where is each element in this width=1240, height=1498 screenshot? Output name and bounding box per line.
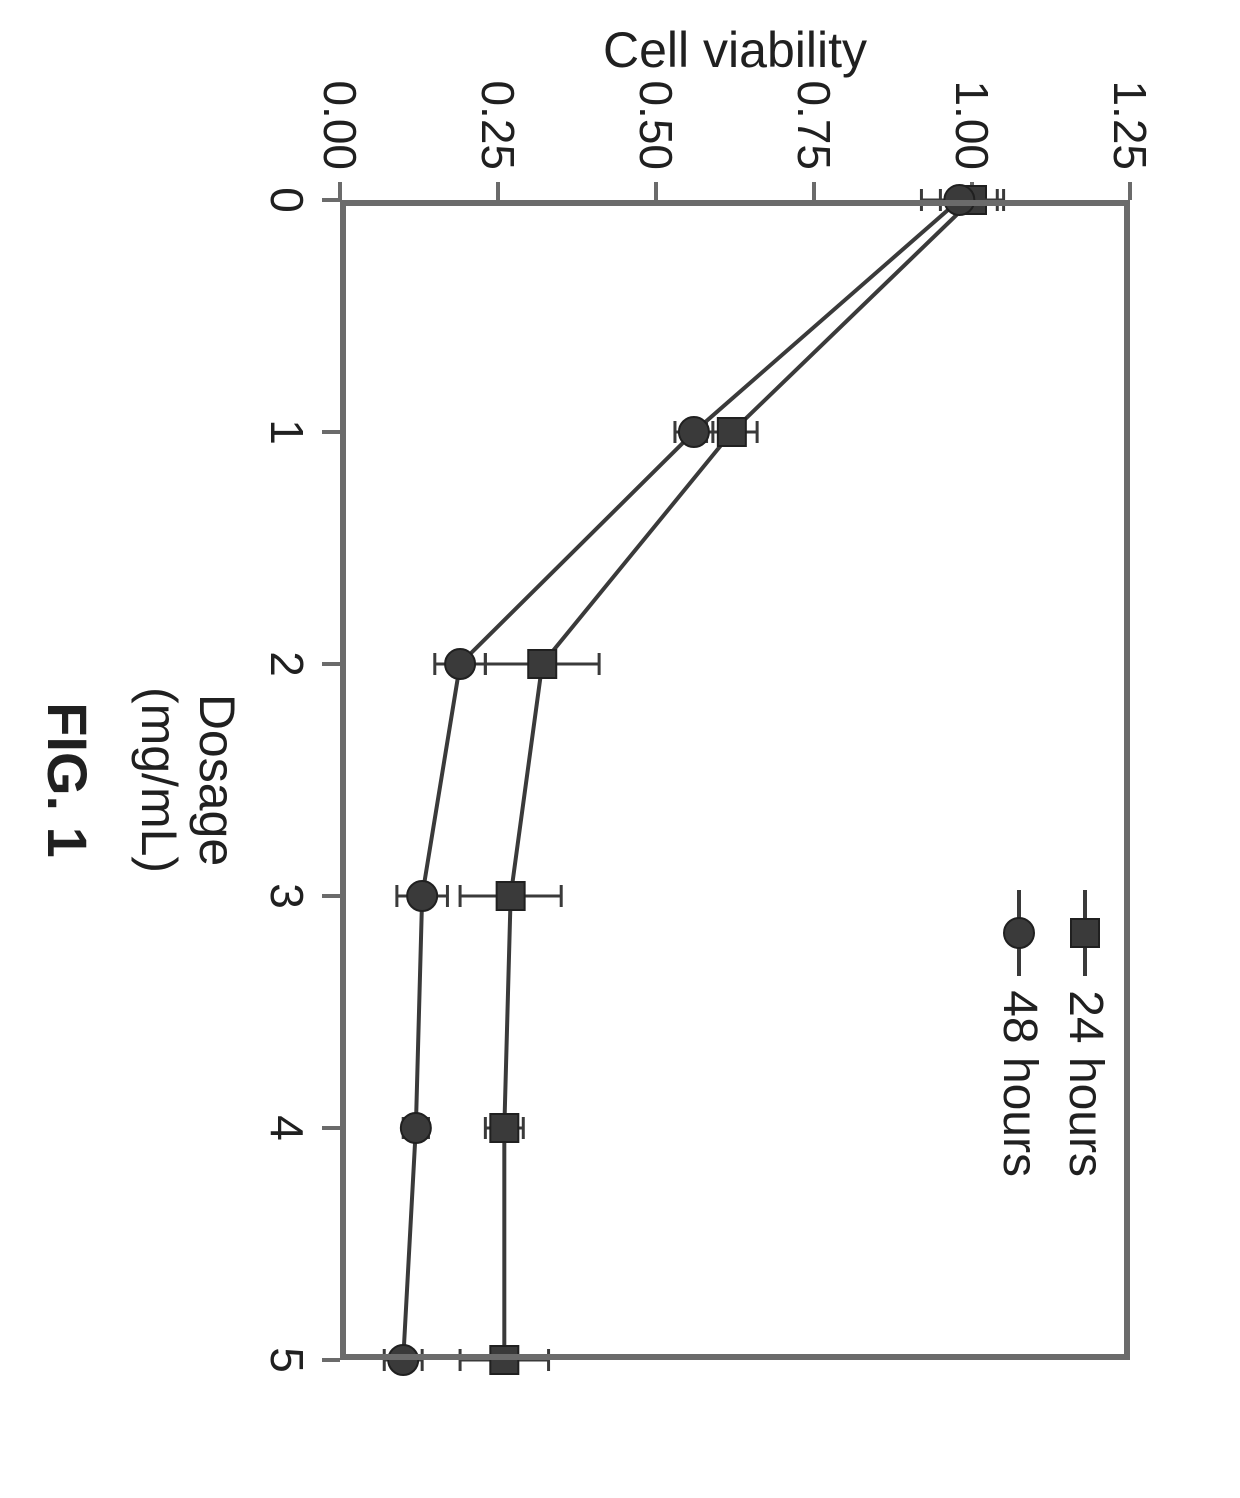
y-tick-label: 0.25 xyxy=(471,80,525,170)
x-tick-label: 0 xyxy=(260,187,314,213)
x-tick-label: 4 xyxy=(260,1115,314,1141)
x-axis-label-line1: Dosage xyxy=(188,694,246,866)
y-tick-label: 1.25 xyxy=(1103,80,1157,170)
x-tick-label: 1 xyxy=(260,419,314,445)
figure-caption: FIG. 1 xyxy=(35,702,100,858)
legend-marker-icon xyxy=(1052,890,1118,976)
x-axis-label-line2: (mg/mL) xyxy=(130,687,188,873)
y-tick-label: 0.75 xyxy=(787,80,841,170)
x-tick-label: 5 xyxy=(260,1347,314,1373)
chart-svg xyxy=(340,200,1130,1360)
y-tick-label: 0.50 xyxy=(629,80,683,170)
series-0 xyxy=(460,186,1004,1374)
y-tick-label: 1.00 xyxy=(945,80,999,170)
chart-frame: { "figure": { "caption": "FIG. 1", "capt… xyxy=(0,0,1240,1498)
legend-entry: 24 hours xyxy=(1052,890,1118,1177)
legend-label: 24 hours xyxy=(1058,990,1113,1177)
y-axis-label: Cell viability xyxy=(603,21,867,79)
y-tick-label: 0.00 xyxy=(313,80,367,170)
legend-entry: 48 hours xyxy=(986,890,1052,1177)
x-tick-label: 3 xyxy=(260,883,314,909)
series-1 xyxy=(384,185,997,1375)
plot-area xyxy=(340,200,1130,1360)
legend-label: 48 hours xyxy=(992,990,1047,1177)
x-tick-label: 2 xyxy=(260,651,314,677)
legend-marker-icon xyxy=(986,890,1052,976)
